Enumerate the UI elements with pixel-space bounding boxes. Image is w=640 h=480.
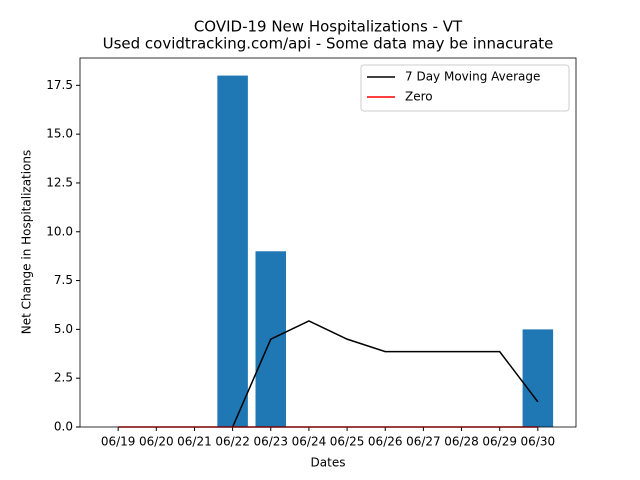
x-tick-label: 06/20 [139, 435, 174, 449]
x-tick-label: 06/27 [406, 435, 441, 449]
y-tick-label: 15.0 [46, 127, 73, 141]
x-tick-label: 06/30 [521, 435, 556, 449]
legend-label: Zero [405, 90, 433, 104]
y-axis-label: Net Change in Hospitalizations [20, 150, 34, 335]
y-tick-label: 5.0 [54, 322, 73, 336]
chart-subtitle: Used covidtracking.com/api - Some data m… [103, 35, 554, 53]
x-tick-label: 06/28 [444, 435, 479, 449]
chart-title: COVID-19 New Hospitalizations - VT [194, 18, 463, 36]
x-axis-label: Dates [311, 456, 346, 470]
x-tick-label: 06/19 [101, 435, 136, 449]
x-tick-label: 06/22 [215, 435, 250, 449]
plot-frame [79, 57, 577, 428]
y-tick-label: 12.5 [46, 175, 73, 189]
x-tick-label: 06/25 [330, 435, 365, 449]
x-tick-label: 06/24 [292, 435, 327, 449]
bar [522, 329, 554, 427]
y-tick-label: 2.5 [54, 371, 73, 385]
y-tick-label: 7.5 [54, 273, 73, 287]
y-tick-label: 0.0 [54, 420, 73, 434]
legend-label: 7 Day Moving Average [405, 70, 540, 84]
x-tick-label: 06/26 [368, 435, 403, 449]
x-tick-label: 06/23 [253, 435, 288, 449]
bar [217, 75, 248, 428]
line-series [231, 320, 539, 428]
y-tick-label: 17.5 [46, 78, 73, 92]
legend-box [360, 64, 570, 112]
y-tick-label: 10.0 [46, 224, 73, 238]
x-tick-label: 06/29 [482, 435, 517, 449]
x-tick-label: 06/21 [177, 435, 212, 449]
